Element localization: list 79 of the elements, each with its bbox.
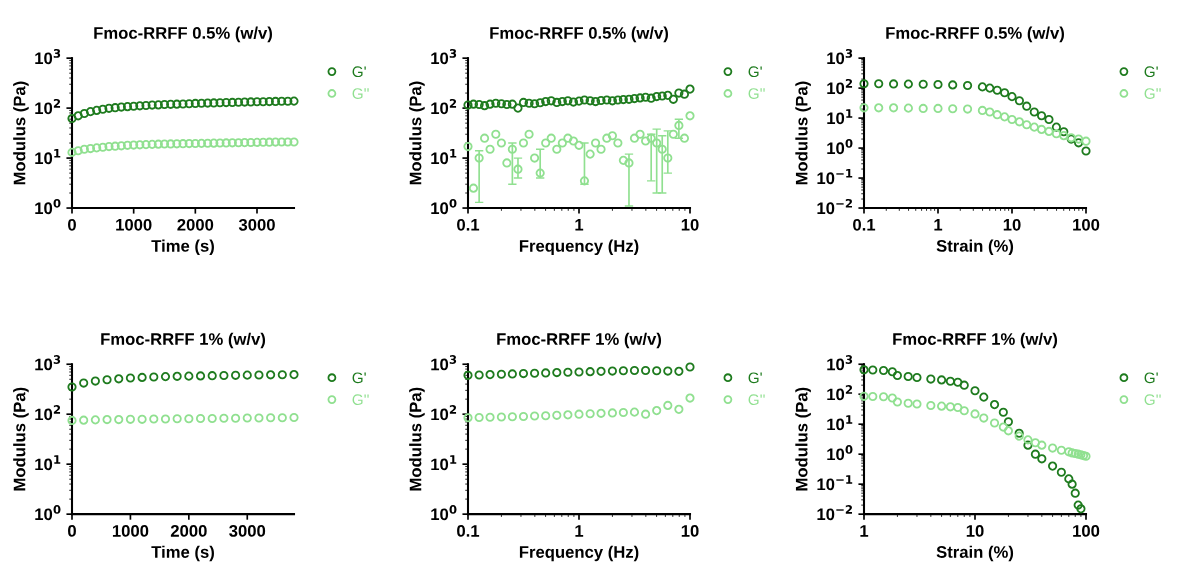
y-tick-label: 10$^{0}$ — [827, 445, 853, 461]
y-tick-label: 10$^{1}$ — [431, 149, 457, 165]
y-tick-label: 10$^{2}$ — [35, 405, 61, 421]
y-tick-label: 10$^{0}$ — [827, 138, 853, 155]
y-tick-label: 10$^{0}$ — [35, 198, 61, 215]
y-tick-label: 10$^{3}$ — [35, 49, 61, 65]
y-tick-label: 10$^{1}$ — [827, 109, 853, 125]
x-tick-label: 2000 — [170, 525, 207, 537]
y-tick-label: 10$^{0}$ — [431, 198, 457, 215]
y-tick-label: 10$^{−1}$ — [817, 475, 853, 491]
x-axis-title: Strain (%) — [936, 239, 1014, 256]
x-axis-title: Strain (%) — [936, 545, 1014, 562]
legend-label: G' — [1144, 372, 1158, 384]
y-axis-title: Modulus (Pa) — [795, 81, 811, 185]
y-tick-label: 10$^{1}$ — [827, 415, 853, 431]
x-tick-label: 10 — [966, 525, 984, 537]
legend-label: G' — [1144, 66, 1158, 78]
legend-label: G' — [352, 66, 366, 78]
y-tick-label: 10$^{−1}$ — [817, 169, 853, 185]
y-axis-title: Modulus (Pa) — [409, 81, 425, 185]
legend-label: G'' — [1144, 88, 1161, 99]
y-tick-label: 10$^{1}$ — [35, 455, 61, 471]
x-tick-label: 1000 — [112, 525, 149, 537]
y-tick-label: 10$^{3}$ — [827, 49, 853, 65]
legend-label: G'' — [352, 394, 369, 406]
x-tick-label: 1 — [934, 219, 943, 231]
y-axis-title: Modulus (Pa) — [409, 387, 425, 491]
chart-title: Fmoc-RRFF 0.5% (w/v) — [490, 26, 668, 43]
y-tick-label: 10$^{0}$ — [431, 505, 457, 521]
y-axis-title: Modulus (Pa) — [13, 387, 29, 491]
x-axis-title: Frequency (Hz) — [519, 239, 639, 256]
legend-label: G' — [748, 66, 762, 78]
x-tick-label: 0.1 — [457, 218, 480, 231]
x-tick-label: 100 — [1073, 218, 1100, 231]
y-tick-label: 10$^{2}$ — [431, 405, 457, 421]
y-axis-title: Modulus (Pa) — [13, 81, 29, 185]
y-tick-label: 10$^{−2}$ — [817, 505, 852, 521]
x-tick-label: 0.1 — [457, 525, 480, 537]
y-axis-title: Modulus (Pa) — [795, 387, 811, 491]
y-tick-label: 10$^{1}$ — [431, 455, 457, 471]
chart-title: Fmoc-RRFF 0.5% (w/v) — [94, 26, 272, 43]
legend-label: G' — [748, 372, 762, 384]
x-tick-label: 10 — [681, 525, 699, 537]
x-tick-label: 2000 — [177, 218, 214, 231]
chart-title: Fmoc-RRFF 1% (w/v) — [101, 332, 266, 349]
legend-label: G'' — [1144, 394, 1161, 406]
chart-title: Fmoc-RRFF 1% (w/v) — [497, 332, 662, 349]
legend-label: G' — [352, 372, 366, 384]
x-tick-label: 1000 — [116, 218, 152, 231]
y-tick-label: 10$^{2}$ — [431, 98, 457, 115]
x-tick-label: 0.1 — [853, 218, 876, 231]
chart-title: Fmoc-RRFF 0.5% (w/v) — [886, 26, 1064, 43]
y-tick-label: 10$^{0}$ — [35, 505, 61, 521]
x-tick-label: 3000 — [238, 218, 275, 231]
x-tick-label: 100 — [1073, 525, 1100, 537]
x-tick-label: 1 — [860, 525, 869, 537]
x-tick-label: 3000 — [229, 525, 266, 537]
y-tick-label: 10$^{1}$ — [35, 149, 61, 165]
x-tick-label: 10 — [681, 218, 699, 231]
y-tick-label: 10$^{3}$ — [827, 355, 853, 371]
y-tick-label: 10$^{−2}$ — [817, 198, 852, 215]
x-tick-label: 1 — [575, 525, 584, 537]
y-tick-label: 10$^{2}$ — [35, 98, 61, 115]
x-tick-label: 10 — [1003, 218, 1021, 231]
y-tick-label: 10$^{3}$ — [431, 49, 457, 65]
legend-label: G'' — [748, 88, 765, 99]
x-tick-label: 0 — [68, 525, 76, 537]
x-axis-title: Time (s) — [151, 545, 214, 562]
y-tick-label: 10$^{3}$ — [431, 355, 457, 371]
x-tick-label: 0 — [68, 218, 76, 231]
x-axis-title: Time (s) — [151, 239, 214, 256]
y-tick-label: 10$^{2}$ — [827, 385, 853, 401]
x-axis-title: Frequency (Hz) — [519, 545, 639, 562]
y-tick-label: 10$^{3}$ — [35, 355, 61, 371]
y-tick-label: 10$^{2}$ — [827, 78, 853, 95]
chart-title: Fmoc-RRFF 1% (w/v) — [893, 332, 1058, 349]
legend-label: G'' — [352, 88, 369, 99]
x-tick-label: 1 — [575, 219, 584, 231]
legend-label: G'' — [748, 394, 765, 406]
